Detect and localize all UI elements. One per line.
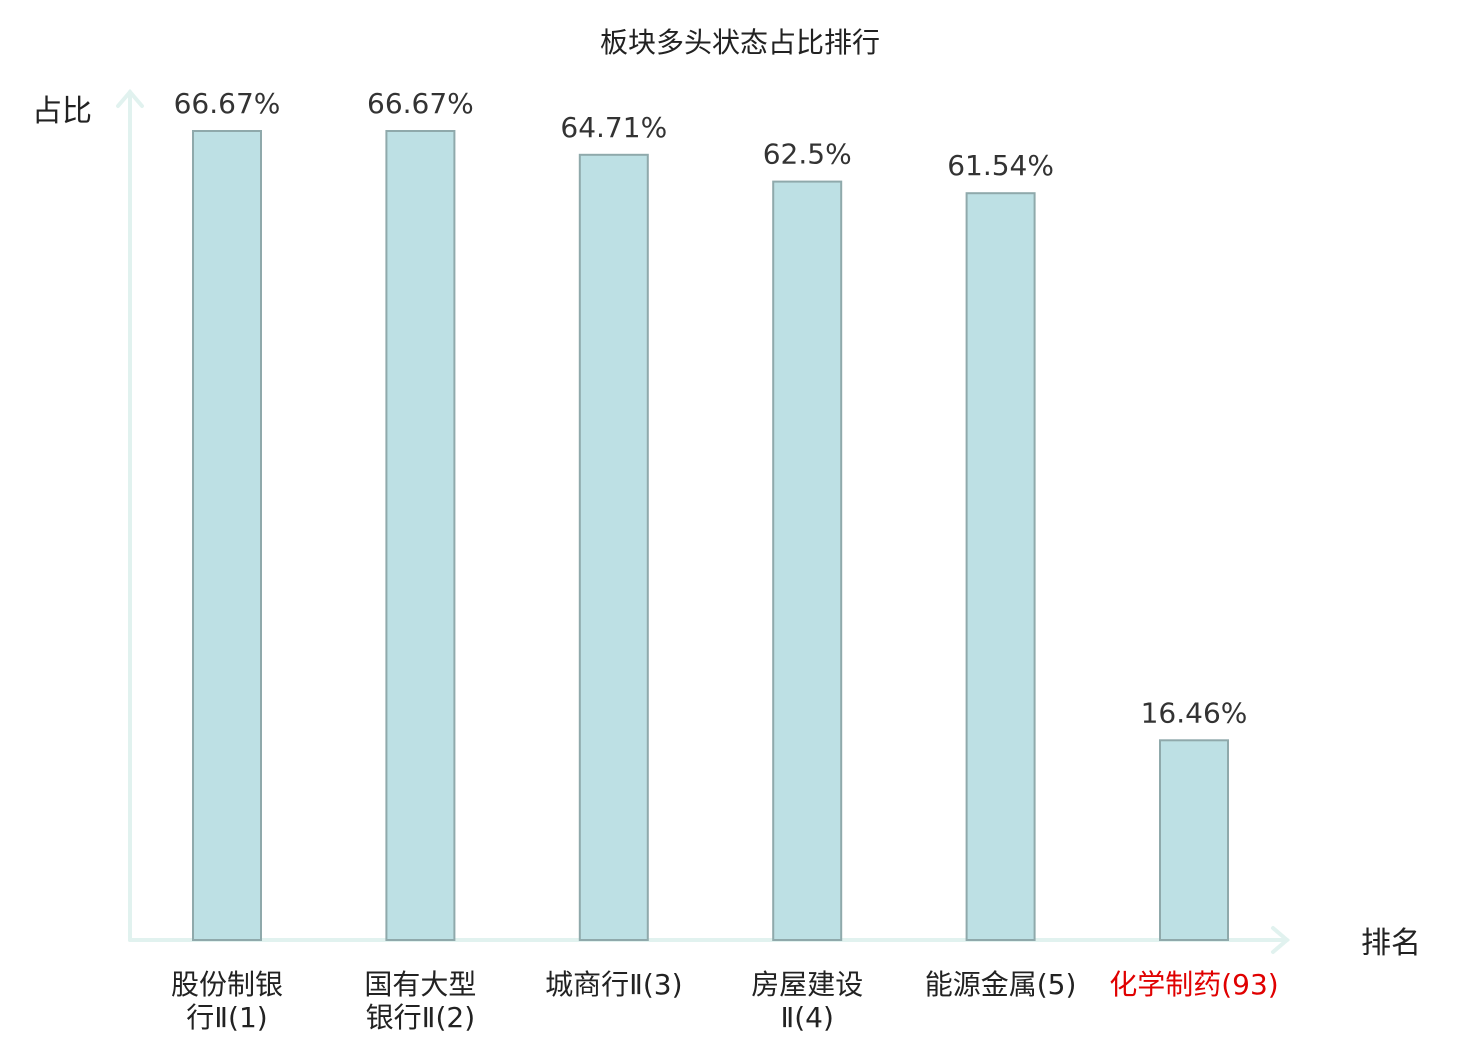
x-axis-arrow: [1271, 926, 1291, 954]
x-tick-label: 股份制银: [171, 968, 283, 1001]
x-tick-label: 能源金属(5): [925, 968, 1077, 1001]
x-tick-label: 化学制药(93): [1109, 968, 1278, 1001]
bar: [578, 153, 649, 942]
bar: [192, 130, 262, 941]
x-tick-label: 国有大型: [364, 968, 476, 1001]
x-tick-label: 城商行Ⅱ(3): [545, 968, 682, 1001]
data-label: 66.67%: [174, 87, 281, 120]
x-tick-label: 行Ⅱ(1): [186, 1001, 267, 1034]
bar: [1159, 739, 1229, 941]
y-axis-label: 占比: [32, 94, 92, 129]
chart-title: 板块多头状态占比排行: [600, 26, 880, 59]
data-label: 66.67%: [367, 87, 474, 120]
bar: [385, 130, 456, 941]
x-axis-label: 排名: [1361, 926, 1421, 961]
data-label: 61.54%: [947, 149, 1054, 182]
data-label: 16.46%: [1141, 696, 1248, 729]
bar: [772, 180, 843, 942]
data-label: 62.5%: [763, 138, 852, 171]
x-tick-label: 房屋建设: [751, 968, 863, 1001]
y-axis-arrow: [116, 88, 144, 108]
bar: [965, 192, 1036, 941]
x-tick-label: Ⅱ(4): [780, 1001, 833, 1034]
data-label: 64.71%: [560, 111, 667, 144]
x-tick-label: 银行Ⅱ(2): [366, 1001, 475, 1034]
